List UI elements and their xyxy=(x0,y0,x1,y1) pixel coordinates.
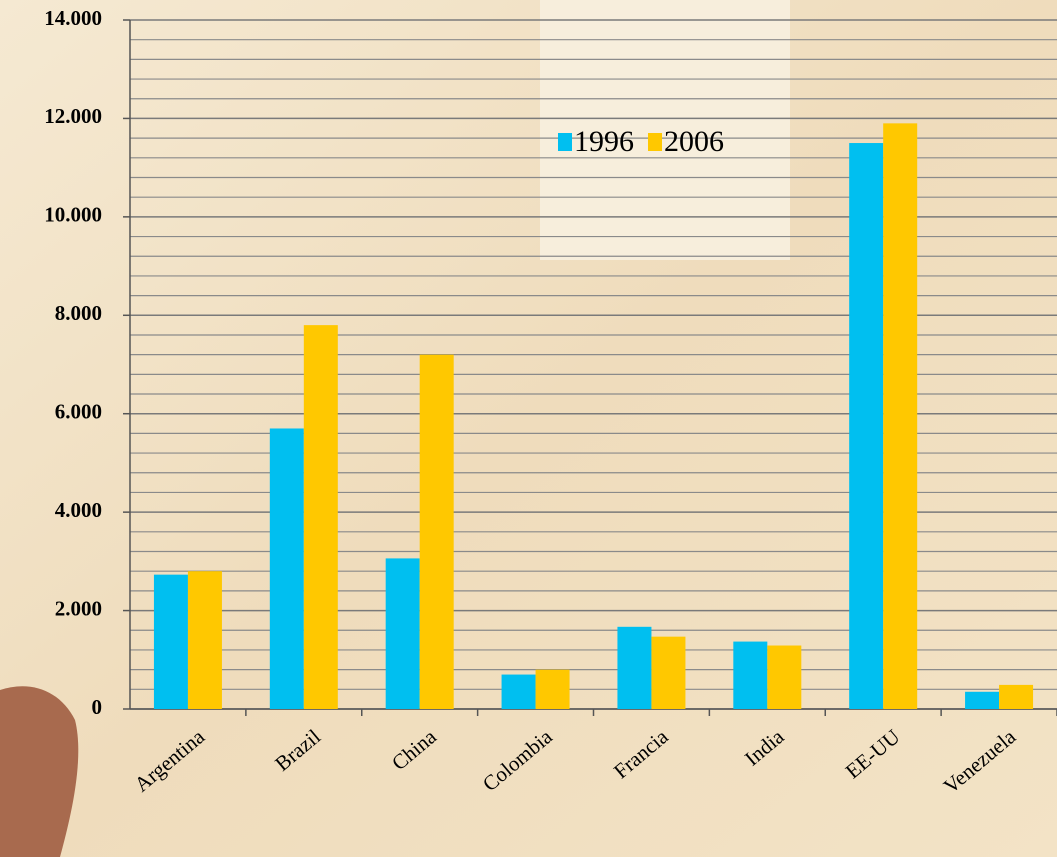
bar xyxy=(419,354,454,709)
legend-label: 2006 xyxy=(664,125,724,158)
y-tick-label: 0 xyxy=(92,695,103,719)
bar xyxy=(617,626,652,709)
y-tick-label: 10.000 xyxy=(44,203,102,227)
bar xyxy=(999,684,1034,709)
bar xyxy=(153,574,188,709)
y-tick-label: 8.000 xyxy=(55,301,102,325)
bar xyxy=(733,641,768,709)
bar xyxy=(269,428,304,709)
bars xyxy=(153,123,1034,710)
legend: 1996 2006 xyxy=(558,125,724,158)
legend-label: 1996 xyxy=(574,125,634,158)
y-tick-label: 2.000 xyxy=(55,596,102,620)
y-tick-label: 4.000 xyxy=(55,498,102,522)
bar xyxy=(883,123,918,710)
bar xyxy=(965,691,1000,709)
legend-swatch xyxy=(558,133,572,151)
bar xyxy=(651,636,686,709)
bar xyxy=(385,558,420,709)
y-tick-label: 14.000 xyxy=(44,6,102,30)
decoration xyxy=(0,686,79,857)
legend-swatch xyxy=(648,133,662,151)
bar xyxy=(849,143,884,710)
y-tick-label: 12.000 xyxy=(44,104,102,128)
y-tick-label: 6.000 xyxy=(55,400,102,424)
bar xyxy=(501,674,536,709)
bar xyxy=(303,325,338,709)
bar xyxy=(767,645,802,709)
bar xyxy=(535,669,570,709)
bar xyxy=(187,571,222,709)
